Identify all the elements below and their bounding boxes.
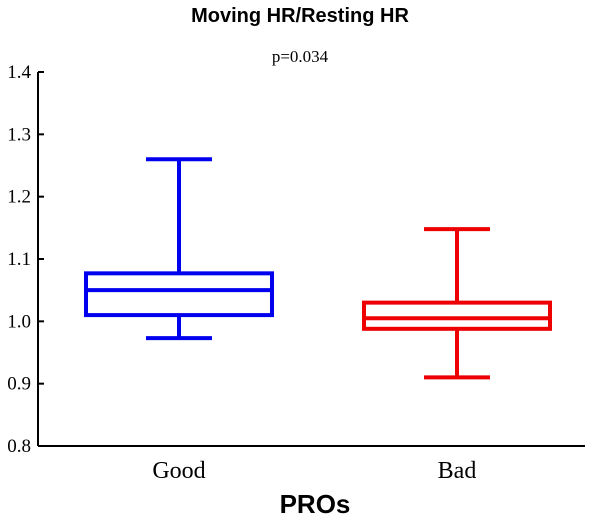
- y-tick-label: 0.8: [7, 436, 31, 457]
- chart-title: Moving HR/Resting HR: [191, 5, 409, 27]
- y-tick-label: 1.3: [7, 124, 31, 145]
- iqr-box: [362, 300, 552, 331]
- box-bad: [362, 227, 552, 380]
- chart-subtitle: p=0.034: [272, 47, 329, 66]
- y-tick-label: 0.9: [7, 374, 31, 395]
- x-axis-categories: Good Bad: [152, 458, 476, 484]
- y-tick-label: 1.2: [7, 187, 31, 208]
- x-category-label: Good: [152, 458, 205, 484]
- box-series: [84, 157, 552, 380]
- x-axis-label: PROs: [280, 489, 351, 519]
- y-tick-label: 1.4: [7, 62, 31, 83]
- iqr-box: [84, 271, 274, 318]
- box-good: [84, 157, 274, 341]
- y-tick-label: 1.0: [7, 311, 31, 332]
- y-tick-label: 1.1: [7, 249, 31, 270]
- x-category-label: Bad: [438, 458, 477, 484]
- y-axis-ticks: 0.8 0.9 1.0 1.1 1.2 1.3 1.4: [7, 62, 44, 457]
